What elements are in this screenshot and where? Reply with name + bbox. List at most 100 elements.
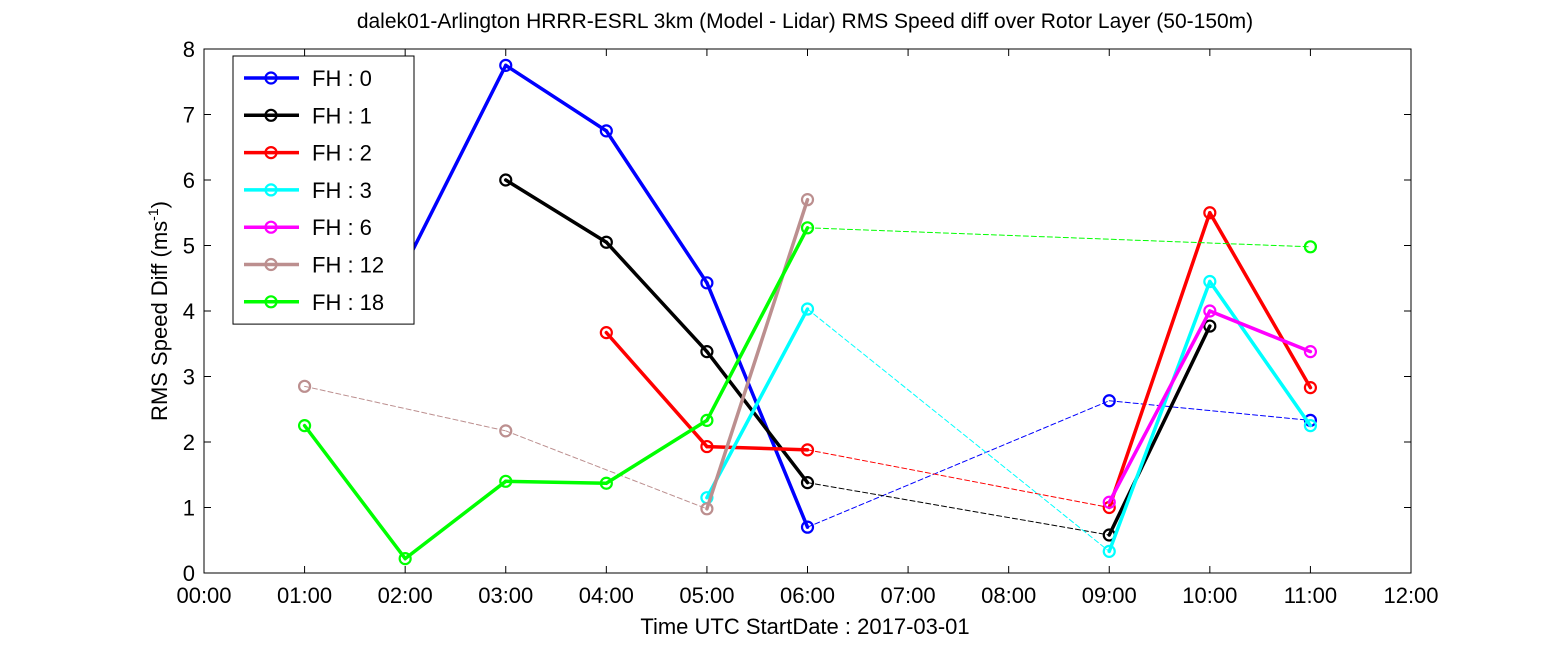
series-line-segment	[302, 423, 407, 561]
legend-swatch-marker	[264, 295, 278, 309]
y-axis-label: RMS Speed Diff (ms-1)	[145, 201, 172, 421]
legend-item: FH : 18	[244, 290, 384, 315]
data-point-marker	[700, 276, 714, 290]
series-line-segment	[604, 418, 709, 486]
data-point-marker	[1102, 544, 1116, 558]
data-point-marker	[297, 379, 312, 393]
legend-label: FH : 12	[312, 253, 384, 278]
data-point-marker	[800, 476, 815, 490]
series-fh-1	[499, 173, 1217, 542]
data-point-marker	[499, 424, 513, 438]
plot-frame	[203, 48, 1412, 574]
legend-item: FH : 6	[244, 215, 372, 240]
y-tick-label: 4	[183, 299, 195, 324]
data-point-marker	[800, 443, 815, 457]
data-point-marker	[1102, 394, 1116, 408]
data-point-marker	[700, 345, 714, 359]
legend-item: FH : 0	[244, 66, 372, 91]
data-point-marker	[1303, 345, 1318, 359]
y-axis-label-close: )	[147, 201, 172, 208]
x-tick-label: 12:00	[1383, 583, 1438, 608]
y-tick-label: 3	[183, 365, 195, 390]
series-line-segment	[504, 63, 609, 133]
data-point-marker	[499, 474, 513, 488]
legend-label: FH : 6	[312, 215, 372, 240]
series-line-segment	[403, 479, 508, 561]
series-line-segment	[1107, 309, 1212, 505]
series-line-segment	[504, 178, 609, 244]
series-line-segment	[1107, 324, 1212, 537]
y-axis-label-main: RMS Speed Diff (ms	[147, 221, 172, 421]
series-line-segment	[604, 129, 709, 285]
data-point-marker	[1203, 274, 1217, 289]
legend-swatch-marker	[264, 183, 278, 197]
y-tick-label: 0	[183, 561, 195, 586]
legend-swatch-marker	[264, 71, 278, 85]
series-line-segment	[504, 479, 609, 486]
y-tick-label: 1	[183, 496, 195, 521]
series-fh-6	[1102, 304, 1318, 509]
x-tick-label: 10:00	[1182, 583, 1237, 608]
axes: 00:00 01:00 02:00 03:00 04:00 05:00 06:00 07:00…	[176, 37, 1438, 608]
series-fh-18	[297, 221, 1318, 566]
series-line-segment	[705, 349, 810, 485]
x-tick-label: 11:00	[1284, 583, 1337, 608]
series-gap-segment	[304, 385, 507, 432]
data-point-marker	[1203, 304, 1217, 318]
x-tick-label: 04:00	[579, 583, 634, 608]
legend-label: FH : 0	[312, 66, 372, 91]
data-point-marker	[1303, 240, 1318, 254]
series-line-segment	[1208, 211, 1313, 390]
y-tick-label: 8	[183, 37, 195, 62]
series-fh-12	[297, 193, 815, 516]
chart-title: dalek01-Arlington HRRR-ESRL 3km (Model -…	[357, 10, 1253, 33]
series-gap-segment	[807, 400, 1110, 528]
data-point-marker	[1303, 381, 1318, 395]
series-gap-segment	[807, 449, 1110, 508]
legend: FH : 0 FH : 1 FH : 2 FH : 3 FH : 6 FH : 12 FH …	[232, 55, 415, 325]
data-point-marker	[599, 124, 613, 138]
series-gap-segment	[807, 308, 1110, 552]
series-line-segment	[705, 226, 810, 423]
series-line-segment	[604, 240, 709, 354]
y-axis-label-superscript: -1	[145, 208, 161, 221]
x-tick-label: 09:00	[1082, 583, 1137, 608]
series-line-segment	[604, 330, 709, 449]
data-point-marker	[599, 235, 613, 249]
series-line-segment	[1107, 279, 1212, 554]
series-line-segment	[1208, 279, 1313, 428]
series-line-segment	[403, 63, 508, 267]
data-point-marker	[599, 476, 613, 490]
data-point-marker	[700, 439, 714, 454]
data-point-marker	[700, 502, 714, 516]
series-line-segment	[1107, 211, 1212, 510]
y-tick-label: 2	[183, 430, 195, 455]
x-tick-label: 07:00	[881, 583, 936, 608]
legend-item: FH : 1	[244, 103, 372, 128]
x-tick-label: 02:00	[378, 583, 433, 608]
x-tick-label: 03:00	[478, 583, 533, 608]
x-tick-label: 00:00	[176, 583, 231, 608]
legend-swatch-marker	[264, 108, 278, 122]
data-point-marker	[398, 551, 412, 566]
series-line-segment	[1208, 309, 1313, 354]
data-point-marker	[499, 173, 513, 187]
legend-swatch-marker	[264, 146, 278, 160]
data-point-marker	[599, 326, 613, 340]
y-tick-label: 7	[183, 103, 195, 128]
legend-item: FH : 12	[244, 253, 384, 278]
series-line-segment	[705, 197, 810, 511]
series-fh-3	[700, 274, 1318, 558]
series-gap-segment	[807, 227, 1311, 248]
data-point-marker	[800, 221, 815, 235]
data-point-marker	[499, 58, 513, 72]
data-point-marker	[800, 193, 815, 207]
y-tick-label: 6	[183, 168, 195, 193]
x-tick-label: 06:00	[780, 583, 835, 608]
data-point-marker	[1203, 319, 1217, 333]
legend-label: FH : 18	[312, 290, 384, 315]
series-line-segment	[705, 444, 810, 452]
series-gap-segment	[505, 430, 708, 510]
legend-label: FH : 3	[312, 178, 372, 203]
